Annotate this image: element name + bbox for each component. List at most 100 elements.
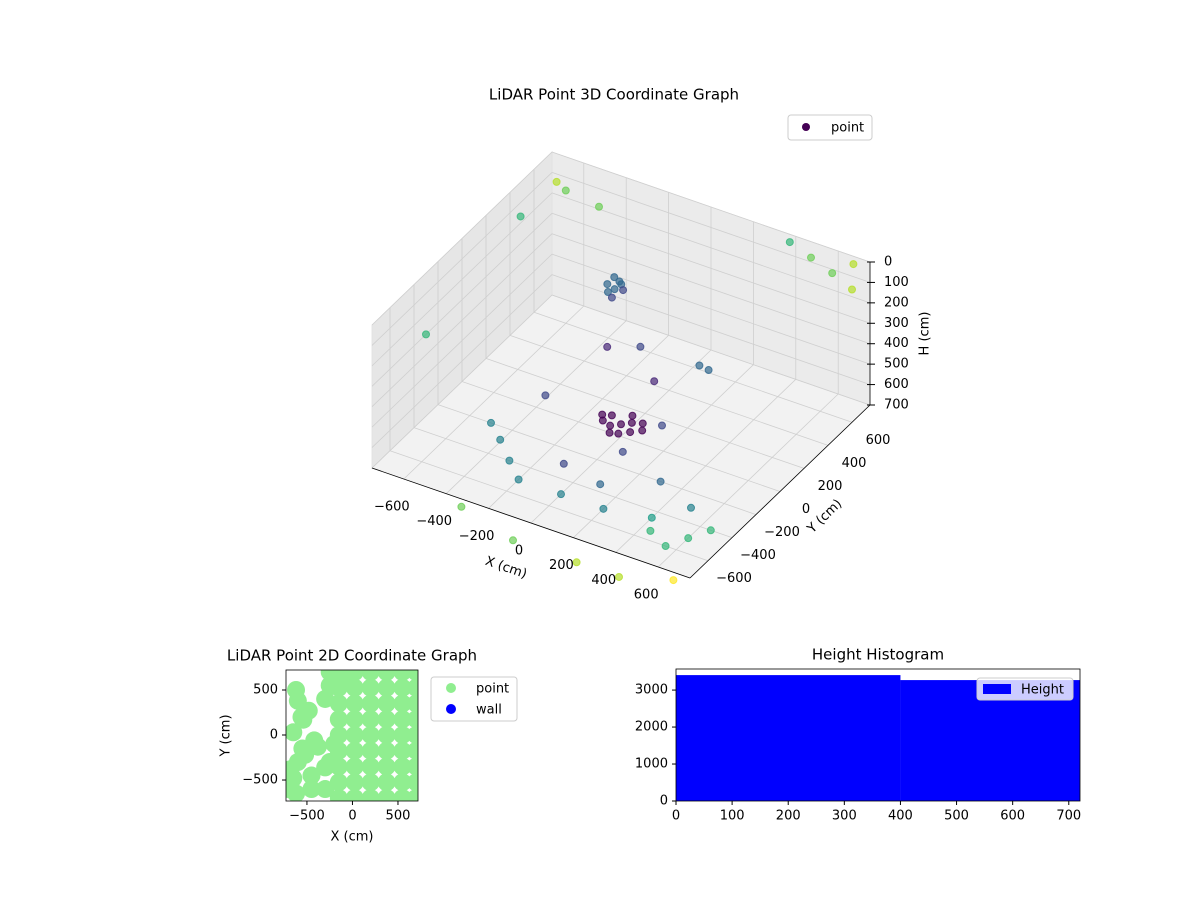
grid-line	[551, 192, 871, 304]
x-tick-label: 400	[888, 809, 913, 824]
y-axis-line	[689, 404, 871, 579]
point	[626, 428, 635, 437]
x-tick-label: 300	[832, 809, 857, 824]
point	[636, 342, 645, 351]
x-tick-label: 500	[944, 809, 969, 824]
point	[407, 710, 418, 729]
point	[599, 504, 608, 513]
point	[393, 726, 412, 745]
point	[377, 726, 396, 745]
point	[345, 789, 364, 801]
z-tick-label: 100	[884, 275, 909, 290]
grid-line	[371, 253, 553, 428]
legend-marker	[802, 123, 810, 131]
point	[638, 419, 647, 428]
point	[345, 710, 364, 729]
legend-label: point	[476, 682, 509, 697]
point	[345, 678, 364, 697]
point	[393, 670, 412, 681]
point	[320, 676, 339, 695]
grid-line	[551, 253, 871, 365]
point	[361, 789, 380, 801]
y-axis-label: Y (cm)	[219, 714, 234, 757]
point	[345, 773, 364, 792]
legend-label: Height	[1021, 683, 1064, 698]
legend-label: wall	[476, 703, 502, 718]
axes-frame	[675, 668, 1081, 802]
x-tick-label: −200	[459, 529, 495, 544]
x-tick-label: 0	[348, 809, 356, 824]
point	[361, 694, 380, 713]
grid-line	[551, 151, 871, 263]
axes-frame	[285, 669, 419, 802]
point	[377, 710, 396, 729]
point	[505, 456, 514, 465]
x-tick-label: 600	[634, 588, 659, 603]
point	[627, 418, 636, 427]
y-tick-label: 200	[818, 479, 843, 494]
point	[695, 361, 704, 370]
point	[557, 490, 565, 499]
point	[706, 526, 715, 535]
point	[393, 678, 412, 697]
z-tick-label: 700	[884, 398, 909, 413]
point	[329, 710, 348, 729]
legend-box	[787, 114, 873, 141]
point	[509, 536, 517, 545]
grid-line	[389, 450, 709, 562]
point	[329, 773, 348, 792]
grid-line	[509, 334, 829, 446]
point	[302, 780, 321, 799]
point	[684, 534, 693, 543]
chart-title: LiDAR Point 3D Coordinate Graph	[489, 86, 739, 104]
point	[849, 260, 858, 269]
y-tick-label: −200	[764, 525, 800, 540]
point	[496, 435, 505, 444]
point	[785, 238, 794, 247]
point	[393, 741, 412, 760]
plot-area	[286, 670, 418, 801]
z-tick-label: 500	[884, 357, 909, 372]
point	[407, 726, 418, 745]
point	[607, 411, 616, 420]
point	[361, 741, 380, 760]
point	[393, 710, 412, 729]
point	[552, 177, 561, 186]
point	[559, 459, 568, 468]
point	[320, 753, 339, 772]
point	[361, 710, 380, 729]
point	[615, 572, 623, 581]
point	[316, 780, 335, 799]
y-tick-label: 0	[270, 728, 278, 743]
grid-line	[485, 358, 805, 469]
legend-patch	[983, 684, 1011, 694]
point	[848, 285, 856, 294]
legend-marker	[446, 683, 456, 693]
point	[361, 670, 380, 681]
point	[407, 773, 418, 792]
point	[329, 694, 348, 713]
x-tick-label: 200	[549, 558, 574, 573]
legend-label: point	[831, 121, 864, 136]
point	[377, 757, 396, 776]
point	[302, 766, 321, 785]
point	[514, 475, 523, 484]
y-tick-label: 0	[802, 502, 810, 517]
point	[393, 694, 412, 713]
x-tick-label: 0	[672, 809, 680, 824]
point	[325, 735, 344, 754]
point	[628, 411, 637, 420]
point	[286, 723, 303, 742]
grid-line	[371, 274, 553, 448]
y-tick-label: 1000	[635, 757, 668, 772]
point	[316, 689, 335, 708]
point	[361, 773, 380, 792]
y-tick-label: 600	[866, 433, 891, 448]
z-tick-label: 600	[884, 377, 909, 392]
grid-line	[371, 233, 553, 408]
point	[345, 741, 364, 760]
x-tick-label: 100	[720, 809, 745, 824]
point	[614, 429, 623, 438]
point	[828, 269, 837, 278]
